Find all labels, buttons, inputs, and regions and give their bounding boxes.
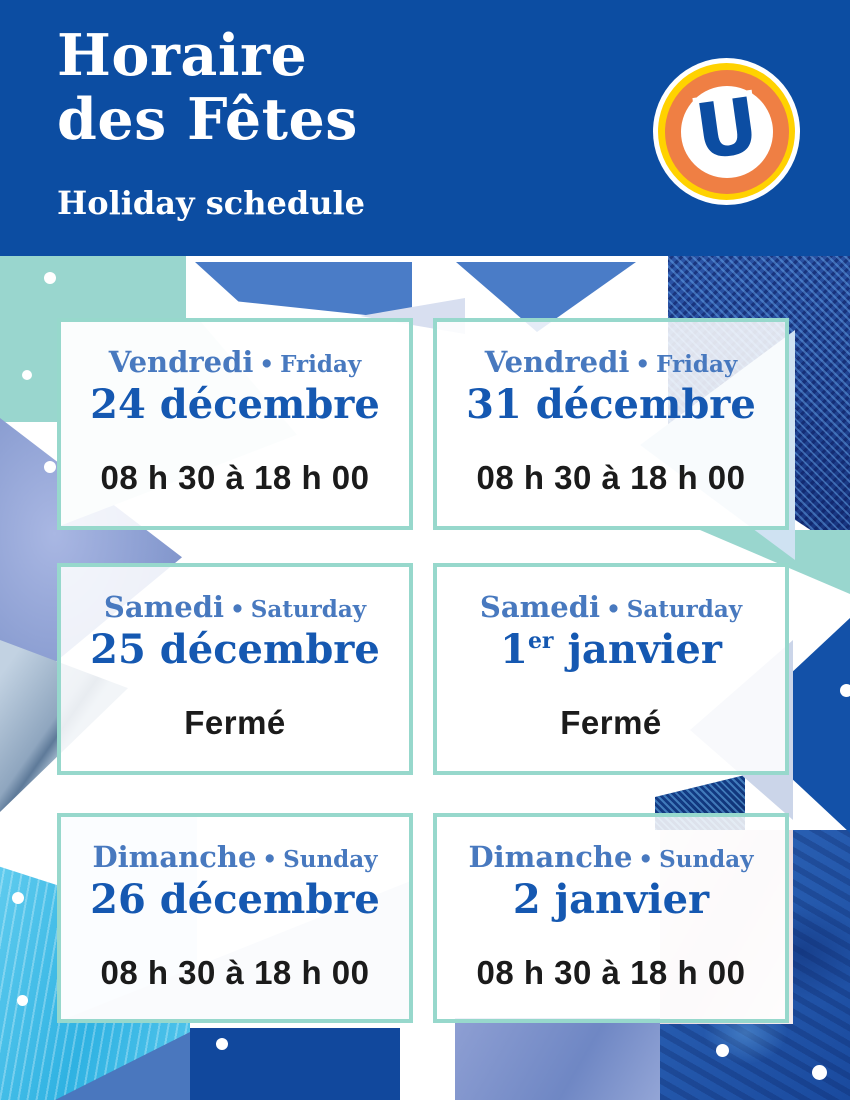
- date-number: 25: [90, 626, 146, 673]
- schedule-card-sun-dec26: Dimanche • Sunday 26 décembre 08 h 30 à 18…: [57, 813, 413, 1023]
- snow-dot: [716, 1044, 729, 1057]
- date-number: 2: [512, 876, 541, 923]
- day-fr: Dimanche: [468, 840, 633, 874]
- logo-inner-disc: U U: [680, 74, 773, 183]
- snow-dot: [17, 995, 28, 1006]
- hours-text: 08 h 30 à 18 h 00: [100, 459, 370, 496]
- date-number: 1: [500, 626, 528, 673]
- schedule-card-fri-dec24: Vendredi • Friday 24 décembre 08 h 30 à 18…: [57, 318, 413, 530]
- bullet-separator: •: [635, 351, 651, 378]
- bullet-separator: •: [262, 846, 278, 873]
- schedule-card-sat-jan1: Samedi • Saturday 1er janvier Fermé: [433, 563, 789, 775]
- date-month: décembre: [145, 381, 380, 428]
- hours-text: 08 h 30 à 18 h 00: [476, 954, 746, 991]
- day-line: Samedi • Saturday: [104, 591, 366, 626]
- date-line: 26 décembre: [90, 876, 380, 930]
- hours-text: 08 h 30 à 18 h 00: [100, 954, 370, 991]
- day-line: Samedi • Saturday: [480, 591, 742, 626]
- title-line1: Horaire: [57, 22, 308, 89]
- snow-dot: [44, 461, 56, 473]
- day-line: Dimanche • Sunday: [468, 841, 753, 876]
- date-month: décembre: [145, 876, 380, 923]
- hours-text: 08 h 30 à 18 h 00: [476, 459, 746, 496]
- logo-orange-ring: U U: [664, 69, 789, 194]
- closed-text: Fermé: [560, 704, 662, 741]
- date-line: 1er janvier: [500, 626, 722, 680]
- day-en: Friday: [280, 351, 362, 378]
- day-fr: Vendredi: [108, 345, 254, 379]
- snow-dot: [216, 1038, 228, 1050]
- date-line: 2 janvier: [513, 876, 709, 930]
- day-en: Saturday: [250, 596, 367, 623]
- date-line: 25 décembre: [90, 626, 380, 680]
- snow-dot: [22, 370, 32, 380]
- uniprix-logo: U U: [653, 58, 800, 205]
- day-fr: Samedi: [103, 590, 225, 624]
- bullet-separator: •: [259, 351, 275, 378]
- date-month: décembre: [521, 381, 756, 428]
- date-month: janvier: [553, 626, 722, 673]
- poster-title: Horaire des Fêtes: [57, 22, 358, 154]
- day-fr: Samedi: [479, 590, 601, 624]
- day-fr: Dimanche: [92, 840, 257, 874]
- bg-shape-watercolor-bottom: [455, 1018, 660, 1100]
- schedule-card-fri-dec31: Vendredi • Friday 31 décembre 08 h 30 à 18…: [433, 318, 789, 530]
- schedule-card-sun-jan2: Dimanche • Sunday 2 janvier 08 h 30 à 18 h…: [433, 813, 789, 1023]
- bullet-separator: •: [230, 596, 245, 623]
- logo-yellow-ring: U U: [658, 63, 795, 200]
- closed-text: Fermé: [184, 704, 286, 741]
- date-ordinal: er: [527, 628, 554, 654]
- bg-shape-blue-pennant-left: [195, 262, 412, 320]
- snow-dot: [840, 684, 850, 697]
- day-en: Saturday: [626, 596, 743, 623]
- date-month: décembre: [145, 626, 380, 673]
- header-banner: Horaire des Fêtes Holiday schedule U U: [0, 0, 850, 256]
- date-number: 24: [90, 381, 146, 428]
- date-line: 24 décembre: [90, 381, 380, 435]
- date-number: 26: [90, 876, 146, 923]
- day-line: Vendredi • Friday: [485, 346, 738, 381]
- date-line: 31 décembre: [466, 381, 756, 435]
- u-logo-letter: U: [689, 79, 764, 177]
- day-fr: Vendredi: [484, 345, 630, 379]
- schedule-card-sat-dec25: Samedi • Saturday 25 décembre Fermé: [57, 563, 413, 775]
- poster-subtitle: Holiday schedule: [57, 184, 366, 222]
- day-en: Friday: [656, 351, 738, 378]
- bullet-separator: •: [638, 846, 654, 873]
- date-month: janvier: [540, 876, 710, 923]
- date-number: 31: [466, 381, 522, 428]
- snow-dot: [812, 1065, 827, 1080]
- u-logo-icon: U U: [684, 74, 770, 183]
- bullet-separator: •: [606, 596, 621, 623]
- title-line2: des Fêtes: [57, 86, 358, 154]
- day-en: Sunday: [283, 846, 378, 873]
- snow-dot: [44, 272, 56, 284]
- day-line: Vendredi • Friday: [109, 346, 362, 381]
- day-line: Dimanche • Sunday: [92, 841, 377, 876]
- snow-dot: [12, 892, 24, 904]
- day-en: Sunday: [659, 846, 754, 873]
